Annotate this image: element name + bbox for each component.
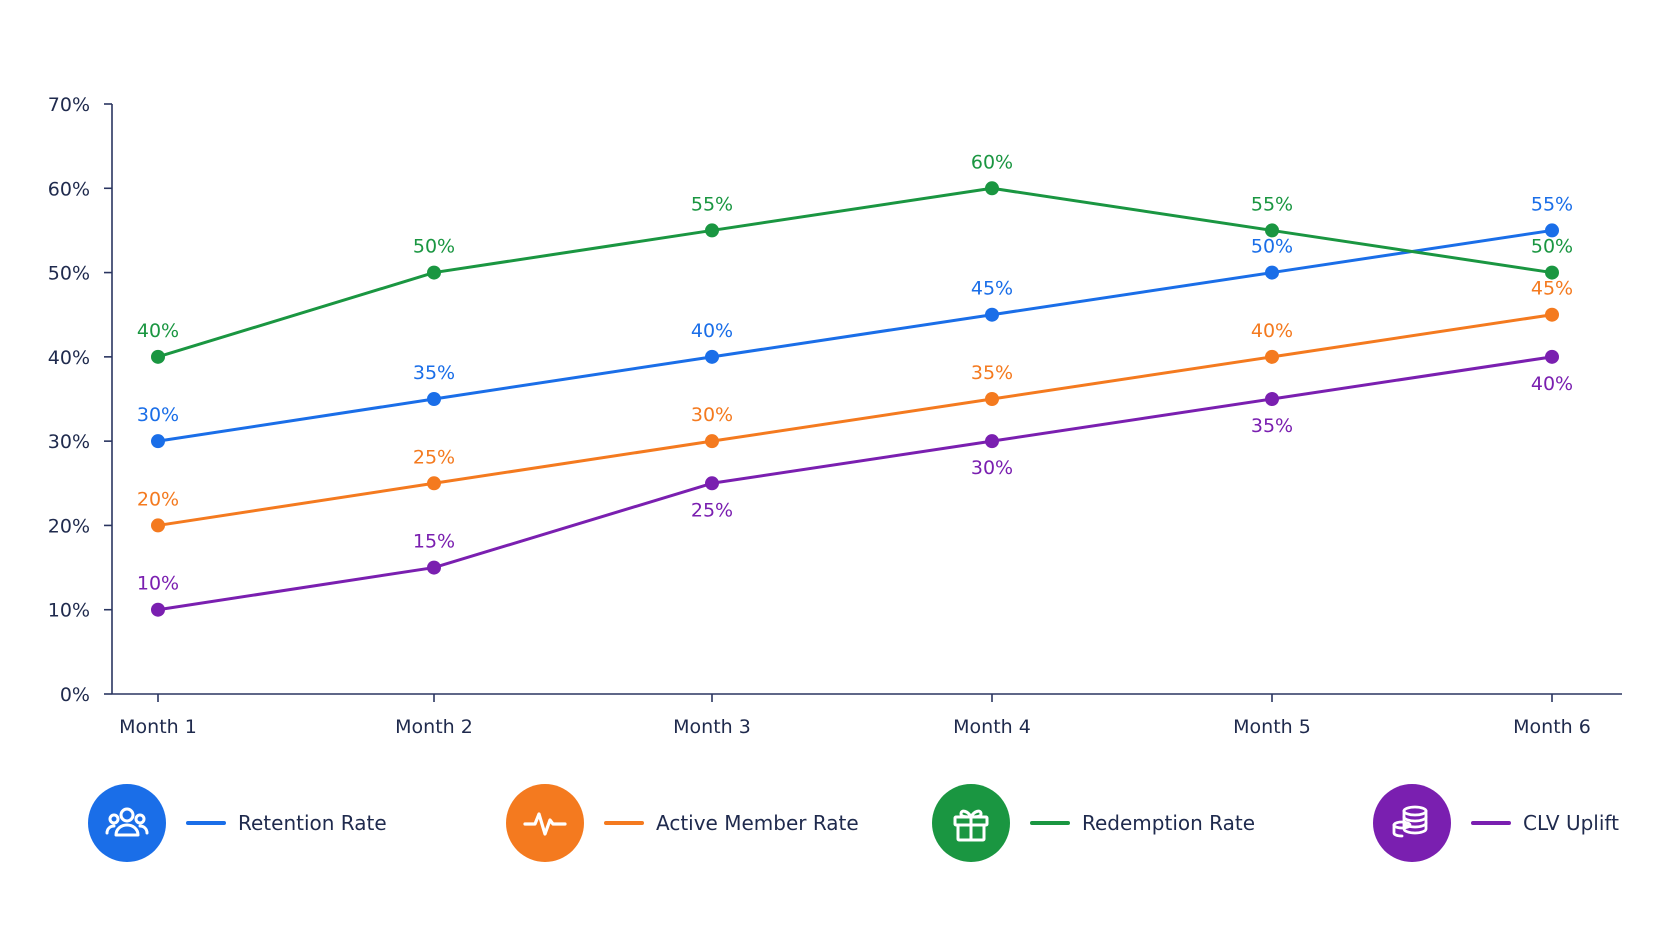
coins-icon: [1373, 784, 1451, 862]
legend-line-redemption-rate: [1030, 821, 1070, 825]
data-point-retention-rate: [985, 307, 999, 322]
y-tick-label: 50%: [48, 263, 90, 285]
y-tick-label: 10%: [48, 600, 90, 622]
data-point-retention-rate: [1545, 223, 1559, 238]
legend-label-redemption-rate: Redemption Rate: [1082, 811, 1256, 835]
chart-axes: [111, 104, 1622, 695]
data-label-retention-rate: 35%: [413, 362, 455, 384]
gift-icon: [932, 784, 1010, 862]
y-tick-label: 60%: [48, 178, 90, 200]
data-point-retention-rate: [427, 392, 441, 406]
data-label-redemption-rate: 40%: [137, 320, 179, 342]
data-label-clv-uplift: 40%: [1531, 373, 1573, 395]
series-line-active-member-rate: [156, 313, 1554, 527]
data-point-redemption-rate: [1265, 223, 1279, 238]
data-point-active-member-rate: [151, 518, 165, 533]
x-tick-label: Month 5: [1233, 716, 1311, 738]
data-label-active-member-rate: 30%: [691, 404, 733, 426]
data-point-active-member-rate: [1545, 307, 1559, 322]
data-label-clv-uplift: 35%: [1251, 415, 1293, 437]
data-point-active-member-rate: [427, 476, 441, 491]
legend-line-clv-uplift: [1471, 821, 1511, 825]
data-label-clv-uplift: 10%: [137, 573, 179, 595]
data-label-active-member-rate: 40%: [1251, 320, 1293, 342]
legend-item-retention-rate: Retention Rate: [88, 780, 387, 866]
legend-item-active-member-rate: Active Member Rate: [506, 780, 859, 866]
data-label-redemption-rate: 50%: [1531, 236, 1573, 258]
legend-line-active-member-rate: [604, 821, 644, 825]
data-point-retention-rate: [1265, 265, 1279, 280]
x-tick-label: Month 3: [673, 716, 751, 738]
data-point-clv-uplift: [705, 476, 719, 491]
y-tick-label: 40%: [48, 347, 90, 369]
legend-label-active-member-rate: Active Member Rate: [656, 811, 859, 835]
pulse-icon: [506, 784, 584, 862]
data-label-retention-rate: 45%: [971, 278, 1013, 300]
series-lines: [156, 186, 1554, 612]
data-point-active-member-rate: [1265, 349, 1279, 364]
data-point-clv-uplift: [1265, 392, 1279, 406]
legend-label-retention-rate: Retention Rate: [238, 811, 387, 835]
x-tick-label: Month 2: [395, 716, 473, 738]
data-label-active-member-rate: 45%: [1531, 278, 1573, 300]
data-labels: 30% 35% 40% 45% 50% 55% 20% 25% 30% 35% 40% 45% 40% 5…: [137, 151, 1573, 594]
y-tick-label: 30%: [48, 431, 90, 453]
data-point-redemption-rate: [151, 349, 165, 364]
data-label-redemption-rate: 60%: [971, 151, 1013, 173]
data-label-redemption-rate: 50%: [413, 236, 455, 258]
data-label-active-member-rate: 20%: [137, 488, 179, 510]
data-point-redemption-rate: [985, 181, 999, 196]
y-tick-label: 20%: [48, 515, 90, 537]
data-point-retention-rate: [705, 349, 719, 364]
y-axis-ticks: 0% 10% 20% 30% 40% 50% 60% 70%: [48, 94, 112, 706]
data-label-clv-uplift: 15%: [413, 531, 455, 553]
data-label-redemption-rate: 55%: [691, 193, 733, 215]
data-point-clv-uplift: [427, 560, 441, 575]
data-label-retention-rate: 40%: [691, 320, 733, 342]
data-label-active-member-rate: 25%: [413, 446, 455, 468]
data-label-active-member-rate: 35%: [971, 362, 1013, 384]
line-chart: 0%10%20%30%40%50%60%70% Month 1 Month 2 Mo…: [48, 94, 1622, 738]
legend-line-retention-rate: [186, 821, 226, 825]
data-point-retention-rate: [151, 434, 165, 449]
data-point-redemption-rate: [705, 223, 719, 238]
data-label-retention-rate: 55%: [1531, 193, 1573, 215]
legend-item-redemption-rate: Redemption Rate: [932, 780, 1255, 866]
data-point-redemption-rate: [427, 265, 441, 280]
legend: Retention Rate Active Member Rate Redemp…: [0, 780, 1672, 870]
series-line-clv-uplift: [156, 355, 1554, 612]
data-point-active-member-rate: [705, 434, 719, 449]
x-axis-ticks: Month 1 Month 2 Month 3 Month 4 Month 5 Month…: [119, 694, 1591, 738]
y-tick-label: 70%: [48, 94, 90, 116]
users-icon: [88, 784, 166, 862]
legend-label-clv-uplift: CLV Uplift: [1523, 811, 1619, 835]
data-label-retention-rate: 30%: [137, 404, 179, 426]
data-point-active-member-rate: [985, 392, 999, 406]
data-point-redemption-rate: [1545, 265, 1559, 280]
data-label-clv-uplift: 30%: [971, 457, 1013, 479]
data-point-clv-uplift: [1545, 349, 1559, 364]
data-point-clv-uplift: [151, 602, 165, 617]
x-tick-label: Month 6: [1513, 716, 1591, 738]
x-tick-label: Month 1: [119, 716, 197, 738]
data-point-clv-uplift: [985, 434, 999, 449]
data-label-redemption-rate: 55%: [1251, 193, 1293, 215]
legend-item-clv-uplift: CLV Uplift: [1373, 780, 1619, 866]
series-line-retention-rate: [156, 228, 1554, 443]
series-points: [151, 181, 1559, 617]
series-line-redemption-rate: [156, 186, 1554, 359]
x-tick-label: Month 4: [953, 716, 1031, 738]
y-tick-label: 0%: [60, 684, 90, 706]
data-label-clv-uplift: 25%: [691, 499, 733, 521]
data-label-retention-rate: 50%: [1251, 236, 1293, 258]
